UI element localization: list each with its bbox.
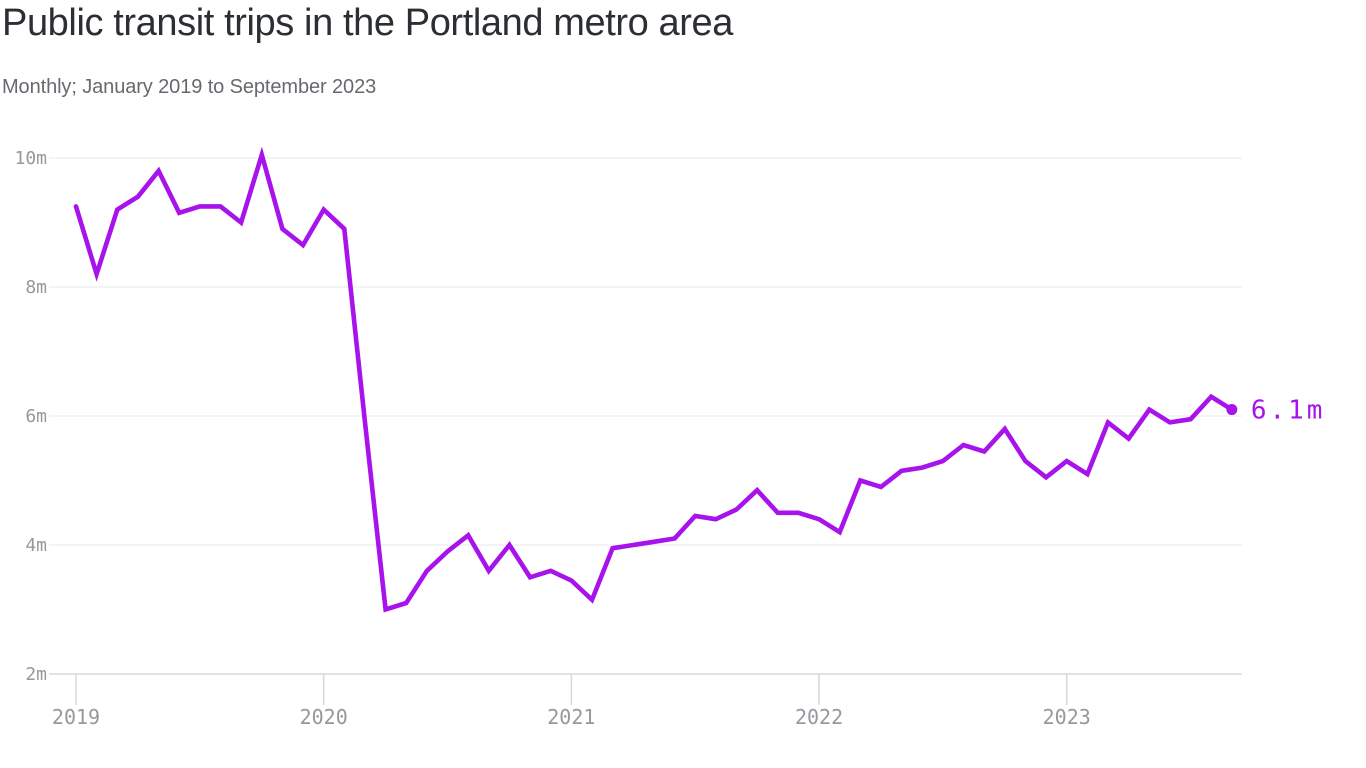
x-tick-label-2020: 2020: [300, 705, 348, 729]
chart-subtitle: Monthly; January 2019 to September 2023: [2, 76, 377, 98]
x-tick-label-2022: 2022: [795, 705, 843, 729]
endpoint-dot: [1226, 404, 1238, 416]
y-tick-label-4m: 4m: [25, 535, 47, 556]
gridlines: [49, 157, 1242, 675]
x-tick-label-2019: 2019: [52, 705, 100, 729]
x-tick-label-2021: 2021: [547, 705, 595, 729]
endpoint-value-label: 6.1m: [1251, 396, 1326, 426]
x-tick-label-2023: 2023: [1043, 705, 1091, 729]
y-tick-label-6m: 6m: [25, 406, 47, 427]
y-axis-tick-labels: 10m 8m 6m 4m 2m: [14, 148, 47, 685]
transit-trips-line: [73, 146, 1235, 613]
chart-title: Public transit trips in the Portland met…: [2, 2, 733, 44]
x-axis-ticks: [75, 674, 1068, 705]
y-tick-label-10m: 10m: [14, 148, 47, 169]
y-tick-label-8m: 8m: [25, 277, 47, 298]
y-tick-label-2m: 2m: [25, 664, 47, 685]
x-axis-tick-labels: 2019 2020 2021 2022 2023: [52, 705, 1091, 729]
